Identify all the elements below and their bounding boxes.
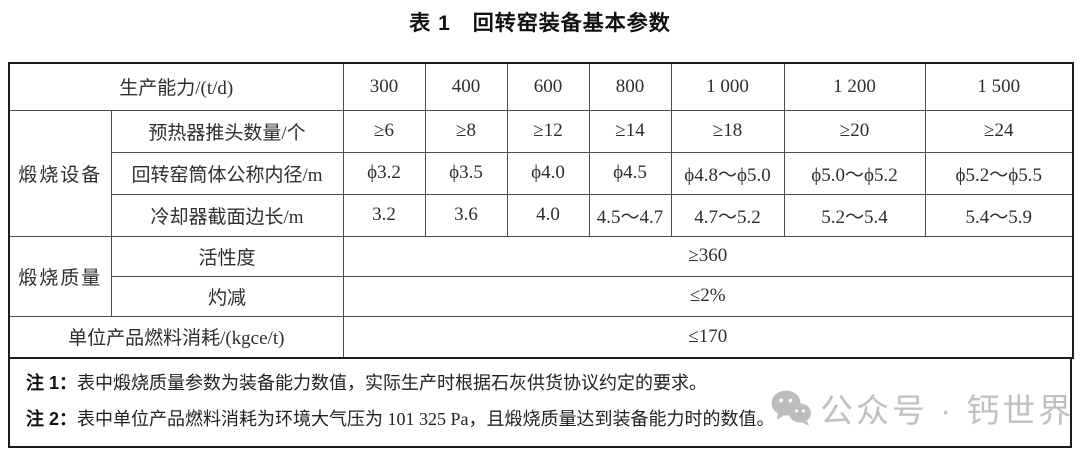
row-label-cooler-section: 冷却器截面边长/m bbox=[110, 193, 344, 237]
cell-value: ϕ5.0～ϕ5.2 bbox=[783, 151, 926, 195]
row-label-kiln-inner-diameter: 回转窑筒体公称内径/m bbox=[110, 151, 344, 195]
cell-value: 5.2～5.4 bbox=[783, 193, 926, 237]
cell-value: ≥6 bbox=[342, 109, 426, 153]
cell-value: ϕ4.8～ϕ5.0 bbox=[670, 151, 785, 195]
note-2-prefix: 注 2： bbox=[26, 409, 78, 429]
cell-value: 4.0 bbox=[506, 193, 590, 237]
page-title: 表 1 回转窑装备基本参数 bbox=[409, 12, 671, 35]
capacity-value: 1 500 bbox=[924, 62, 1074, 111]
table-row: 灼减 ≤2% bbox=[9, 275, 1074, 317]
notes-section: 注 1：表中煅烧质量参数为装备能力数值，实际生产时根据石灰供货协议约定的要求。 … bbox=[8, 359, 1072, 448]
row-label-preheater-pushers: 预热器推头数量/个 bbox=[110, 109, 344, 153]
cell-value: 4.7～5.2 bbox=[670, 193, 785, 237]
header-capacity-label: 生产能力/(t/d) bbox=[8, 62, 344, 111]
cell-value: ϕ4.0 bbox=[506, 151, 590, 195]
cell-value: ≥12 bbox=[506, 109, 590, 153]
note-1-prefix: 注 1： bbox=[26, 373, 78, 393]
parameters-table: 生产能力/(t/d) 300 400 600 800 1 000 1 200 1… bbox=[8, 62, 1074, 359]
note-2-text: 表中单位产品燃料消耗为环境大气压为 101 325 Pa，且煅烧质量达到装备能力… bbox=[77, 409, 775, 429]
capacity-value: 1 200 bbox=[783, 62, 926, 111]
cell-merged-value: ≤2% bbox=[342, 275, 1074, 317]
cell-value: ≥20 bbox=[783, 109, 926, 153]
capacity-value: 600 bbox=[506, 62, 590, 111]
cell-merged-value: ≤170 bbox=[342, 315, 1074, 359]
cell-value: ϕ5.2～ϕ5.5 bbox=[924, 151, 1074, 195]
cell-value: ≥8 bbox=[424, 109, 508, 153]
cell-value: 3.2 bbox=[342, 193, 426, 237]
cell-value: 4.5～4.7 bbox=[588, 193, 672, 237]
table-row: 生产能力/(t/d) 300 400 600 800 1 000 1 200 1… bbox=[8, 62, 1074, 111]
table-row: 煅烧质量 活性度 ≥360 bbox=[8, 235, 1074, 317]
note-1: 注 1：表中煅烧质量参数为装备能力数值，实际生产时根据石灰供货协议约定的要求。 bbox=[26, 365, 1070, 401]
capacity-value: 800 bbox=[588, 62, 672, 111]
cell-value: ≥14 bbox=[588, 109, 672, 153]
watermark: 公众号 · 钙世界 bbox=[770, 384, 1074, 432]
table-row: 单位产品燃料消耗/(kgce/t) ≤170 bbox=[8, 315, 1074, 359]
table-row: 煅烧设备 预热器推头数量/个 ≥6 ≥8 ≥12 ≥14 ≥18 ≥20 ≥24 bbox=[8, 109, 1074, 237]
capacity-value: 400 bbox=[424, 62, 508, 111]
cell-merged-value: ≥360 bbox=[342, 235, 1074, 277]
table-row: 冷却器截面边长/m 3.2 3.6 4.0 4.5～4.7 4.7～5.2 5.… bbox=[9, 193, 1074, 237]
watermark-text: 公众号 · 钙世界 bbox=[820, 392, 1075, 429]
cell-value: 5.4～5.9 bbox=[924, 193, 1074, 237]
cell-value: ϕ4.5 bbox=[588, 151, 672, 195]
cell-value: ≥24 bbox=[924, 109, 1074, 153]
cell-value: ϕ3.5 bbox=[424, 151, 508, 195]
capacity-value: 1 000 bbox=[670, 62, 785, 111]
group-calcination-quality: 煅烧质量 bbox=[8, 235, 112, 317]
table-row: 回转窑筒体公称内径/m ϕ3.2 ϕ3.5 ϕ4.0 ϕ4.5 ϕ4.8～ϕ5.… bbox=[9, 151, 1074, 195]
note-1-text: 表中煅烧质量参数为装备能力数值，实际生产时根据石灰供货协议约定的要求。 bbox=[77, 373, 708, 393]
row-label-loss-on-ignition: 灼减 bbox=[110, 275, 344, 317]
row-label-activity: 活性度 bbox=[110, 235, 344, 277]
note-2: 注 2：表中单位产品燃料消耗为环境大气压为 101 325 Pa，且煅烧质量达到… bbox=[26, 401, 1070, 437]
wechat-icon bbox=[771, 390, 811, 426]
cell-value: 3.6 bbox=[424, 193, 508, 237]
cell-value: ϕ3.2 bbox=[342, 151, 426, 195]
group-calcination-equipment: 煅烧设备 bbox=[8, 109, 112, 237]
capacity-value: 300 bbox=[342, 62, 426, 111]
row-label-fuel-consumption: 单位产品燃料消耗/(kgce/t) bbox=[8, 315, 344, 359]
cell-value: ≥18 bbox=[670, 109, 785, 153]
